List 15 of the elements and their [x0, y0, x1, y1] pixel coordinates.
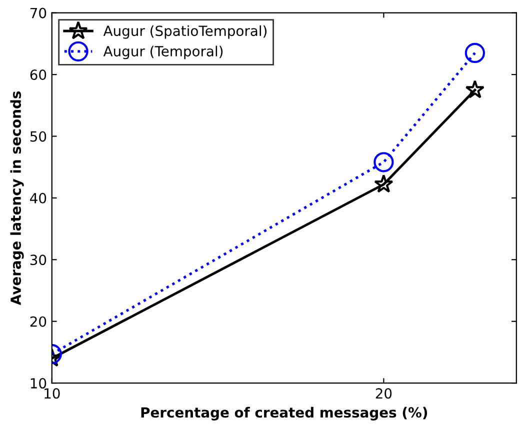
x-axis-title: Percentage of created messages (%) — [141, 406, 428, 420]
y-tick-label: 20 — [30, 316, 46, 327]
y-tick-label: 30 — [30, 254, 46, 266]
y-tick-label: 40 — [30, 192, 46, 204]
point — [464, 42, 486, 64]
legend-label: Augur (SpatioTemporal) — [103, 25, 267, 39]
y-tick-label: 60 — [30, 70, 46, 80]
y-axis-title: Average latency in seconds — [10, 91, 24, 306]
point — [374, 152, 394, 172]
point — [374, 174, 394, 193]
legend-label: Augur (Temporal) — [103, 46, 223, 60]
y-tick-label: 50 — [30, 131, 46, 142]
point — [465, 80, 485, 98]
y-tick-label: 70 — [30, 8, 46, 18]
y-tick-label: 10 — [30, 378, 46, 389]
